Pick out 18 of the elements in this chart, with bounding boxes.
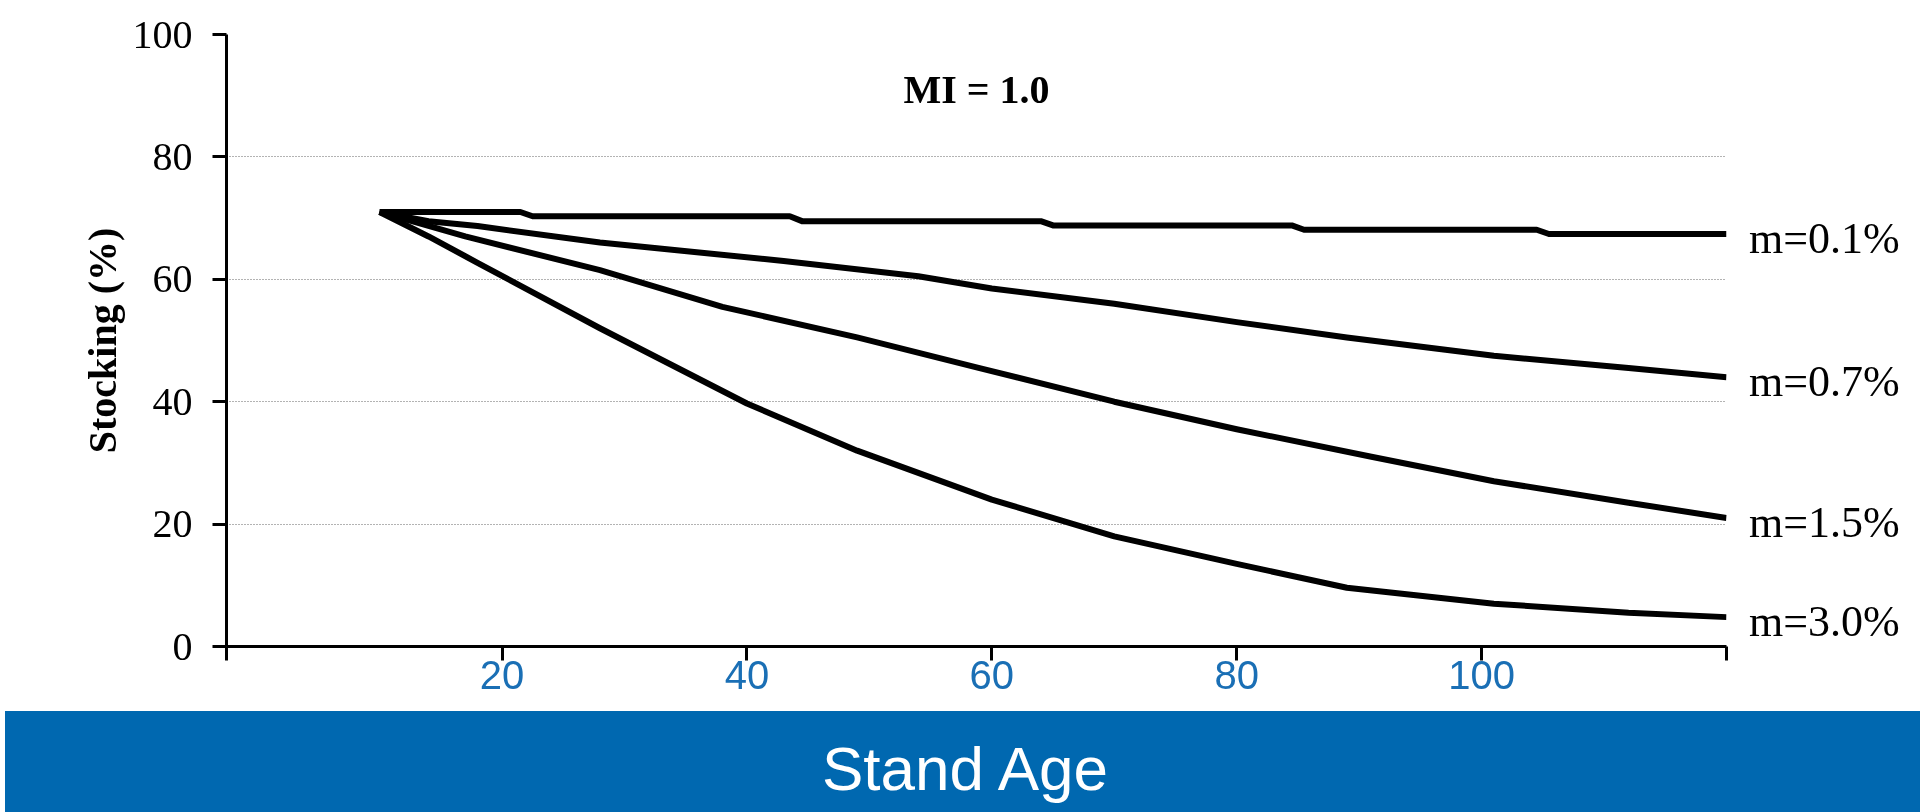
x-tick-label: 60	[969, 652, 1015, 697]
x-tick-label: 40	[724, 652, 770, 697]
y-tick-label: 60	[152, 256, 193, 302]
y-tick-label: 80	[152, 133, 193, 179]
x-axis-title: Stand Age	[821, 733, 1109, 805]
x-tick-label: 100	[1448, 652, 1515, 697]
y-axis-title: Stocking (%)	[79, 227, 125, 454]
annotation: MI = 1.0	[903, 67, 1050, 113]
y-tick-label: 0	[172, 623, 193, 669]
series-label: m=0.7%	[1749, 355, 1900, 408]
series-label: m=1.5%	[1749, 496, 1900, 549]
x-tick-label: 80	[1214, 652, 1259, 697]
y-tick-label: 40	[152, 378, 193, 424]
y-tick-label: 100	[132, 11, 193, 57]
series-label: m=0.1%	[1749, 212, 1900, 265]
series-label: m=3.0%	[1749, 595, 1900, 648]
y-tick-label: 20	[152, 501, 193, 547]
x-tick-label: 20	[479, 652, 525, 697]
